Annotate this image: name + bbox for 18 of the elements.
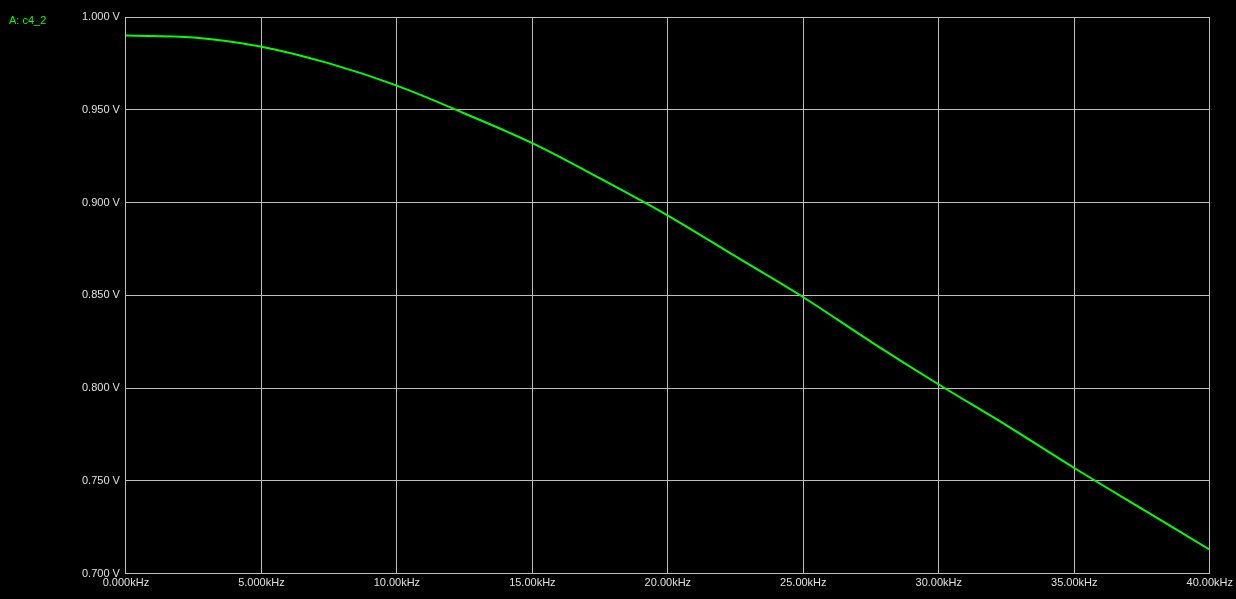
x-tick-label: 5.000kHz	[238, 576, 285, 589]
y-tick-label: 0.850 V	[82, 288, 121, 301]
x-tick-label: 35.00kHz	[1051, 576, 1098, 589]
y-tick-label: 1.000 V	[82, 10, 121, 23]
x-tick-label: 20.00kHz	[644, 576, 692, 589]
y-tick-label: 0.900 V	[82, 195, 121, 208]
text: A: c4_2	[9, 14, 47, 26]
x-tick-label: 30.00kHz	[915, 576, 963, 589]
x-tick-label: 0.000kHz	[102, 576, 150, 589]
x-tick-label: 40.00kHz	[1186, 576, 1234, 589]
y-tick-label: 0.950 V	[82, 102, 121, 115]
x-tick-label: 10.00kHz	[373, 576, 421, 589]
y-tick-label: 0.800 V	[82, 381, 121, 394]
x-tick-label: 25.00kHz	[780, 576, 827, 589]
y-tick-label: 0.750 V	[82, 474, 121, 487]
line-series	[125, 34, 1210, 551]
x-tick-label: 15.00kHz	[509, 576, 556, 589]
y-tick-label: 0.700 V	[82, 566, 121, 579]
